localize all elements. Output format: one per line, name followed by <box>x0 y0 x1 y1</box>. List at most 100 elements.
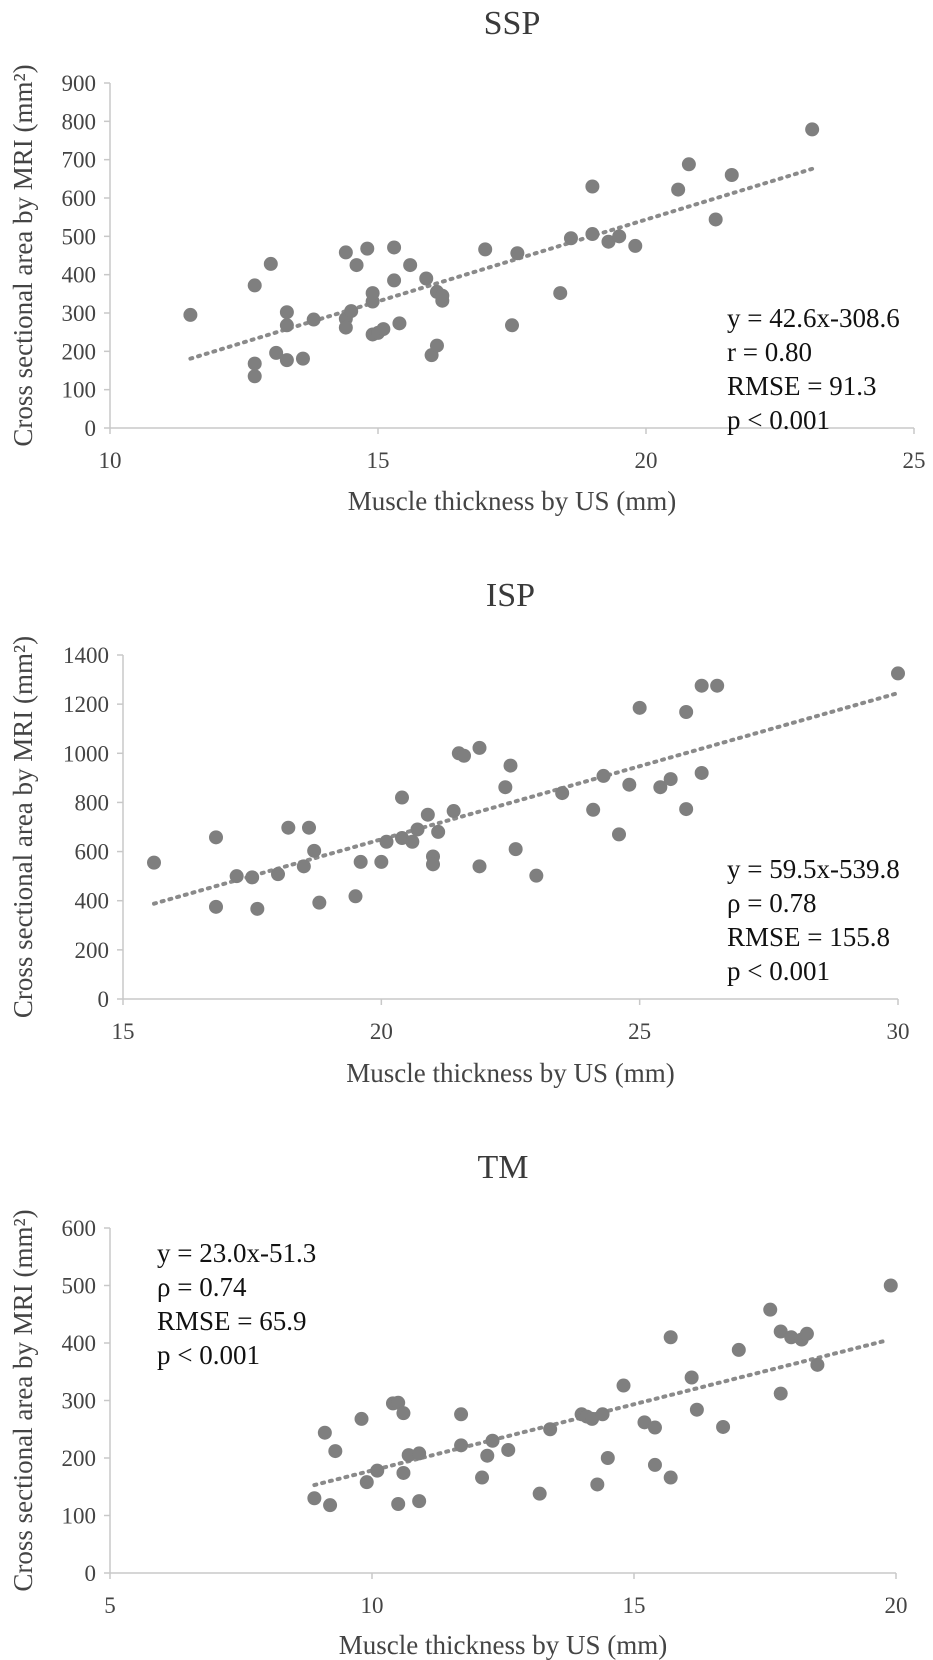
stat-annotation: y = 59.5x-539.8 <box>727 854 900 884</box>
data-point <box>632 700 647 715</box>
chart-tm: TM 0 100 200 300 400 500 600 5 10 15 20 Muscle thick… <box>8 1149 908 1660</box>
y-tick-label: 500 <box>62 1274 97 1299</box>
y-tick-label: 600 <box>62 186 97 211</box>
data-point <box>401 1448 416 1463</box>
data-point <box>689 1402 704 1417</box>
data-point <box>229 869 244 884</box>
data-point <box>503 758 518 773</box>
y-tick-label: 400 <box>62 1331 97 1356</box>
x-axis-label: Muscle thickness by US (mm) <box>348 486 676 516</box>
y-tick-label: 200 <box>62 1446 97 1471</box>
data-point <box>250 901 265 916</box>
data-point <box>354 1411 369 1426</box>
data-point <box>454 1407 469 1422</box>
y-tick-label: 100 <box>62 378 97 403</box>
y-axis-label: Cross sectional area by MRI (mm²) <box>8 64 38 446</box>
chart-title: TM <box>478 1149 529 1186</box>
data-point <box>596 768 611 783</box>
data-point <box>532 1486 547 1501</box>
data-point <box>480 1448 495 1463</box>
data-point <box>883 1278 898 1293</box>
data-point <box>328 1444 343 1459</box>
data-point <box>307 1491 322 1506</box>
data-point <box>485 1433 500 1448</box>
data-point <box>595 1407 610 1422</box>
y-tick-label: 600 <box>75 840 110 865</box>
data-point <box>281 820 296 835</box>
x-tick-label: 15 <box>112 1019 135 1044</box>
y-tick-label: 500 <box>62 224 97 249</box>
data-point <box>731 1342 746 1357</box>
data-point <box>622 777 637 792</box>
y-axis-label: Cross sectional area by MRI (mm²) <box>8 636 38 1018</box>
data-point <box>419 271 434 286</box>
chart-title: ISP <box>486 577 535 614</box>
stat-annotation: RMSE = 155.8 <box>727 922 890 952</box>
data-point <box>810 1357 825 1372</box>
data-point <box>426 857 440 872</box>
x-tick-label: 20 <box>370 1019 393 1044</box>
data-point <box>279 353 294 368</box>
data-point <box>653 780 668 795</box>
stat-annotation: y = 42.6x-308.6 <box>727 303 900 333</box>
data-point <box>773 1386 788 1401</box>
data-point <box>555 786 570 801</box>
data-point <box>647 1457 662 1472</box>
data-point <box>501 1442 516 1457</box>
data-point <box>412 1494 427 1509</box>
data-point <box>263 256 278 271</box>
x-tick-label: 20 <box>885 1593 908 1618</box>
data-point <box>405 834 420 849</box>
data-point <box>498 780 513 795</box>
x-tick-label: 5 <box>104 1593 116 1618</box>
data-point <box>478 242 493 257</box>
y-tick-label: 900 <box>62 71 97 96</box>
data-point <box>763 1302 778 1317</box>
y-tick-label: 300 <box>62 301 97 326</box>
data-point <box>585 1411 600 1426</box>
data-point <box>392 316 407 331</box>
data-point <box>679 705 694 720</box>
x-tick-label: 20 <box>635 448 658 473</box>
data-point <box>694 678 709 693</box>
x-axis-label: Muscle thickness by US (mm) <box>346 1058 674 1088</box>
chart-isp: ISP 0 200 400 600 800 1000 1200 1400 15 20 25 30 Musc… <box>8 577 910 1088</box>
data-point <box>396 1465 411 1480</box>
data-point <box>295 351 310 366</box>
data-point <box>429 338 444 353</box>
data-point <box>365 286 380 301</box>
data-point <box>370 1463 385 1478</box>
data-point <box>376 322 391 337</box>
data-point <box>553 286 568 301</box>
stat-annotation: ρ = 0.78 <box>727 888 816 918</box>
data-point <box>353 854 368 869</box>
data-point <box>647 1420 662 1435</box>
stat-annotation: p < 0.001 <box>727 956 830 986</box>
chart-title: SSP <box>484 5 541 42</box>
data-point <box>403 258 418 273</box>
data-point <box>431 824 446 839</box>
data-point <box>773 1324 788 1339</box>
data-point <box>348 889 363 904</box>
x-tick-label: 10 <box>99 448 122 473</box>
data-point <box>247 278 262 293</box>
data-point <box>410 822 425 837</box>
data-point <box>338 245 353 260</box>
data-point <box>472 740 487 755</box>
data-point <box>708 212 723 227</box>
x-axis-label: Muscle thickness by US (mm) <box>339 1630 667 1660</box>
data-point <box>349 258 364 273</box>
y-tick-label: 0 <box>85 1561 97 1586</box>
data-point <box>716 1419 731 1434</box>
data-point <box>379 834 394 849</box>
data-point <box>585 227 600 242</box>
data-point <box>457 748 471 763</box>
y-tick-label: 1400 <box>63 643 109 668</box>
data-point <box>671 182 686 197</box>
data-point <box>323 1498 338 1513</box>
data-point <box>247 356 262 371</box>
data-point <box>302 820 316 835</box>
data-point <box>391 1497 406 1511</box>
y-tick-label: 400 <box>62 263 97 288</box>
data-point <box>784 1330 799 1345</box>
